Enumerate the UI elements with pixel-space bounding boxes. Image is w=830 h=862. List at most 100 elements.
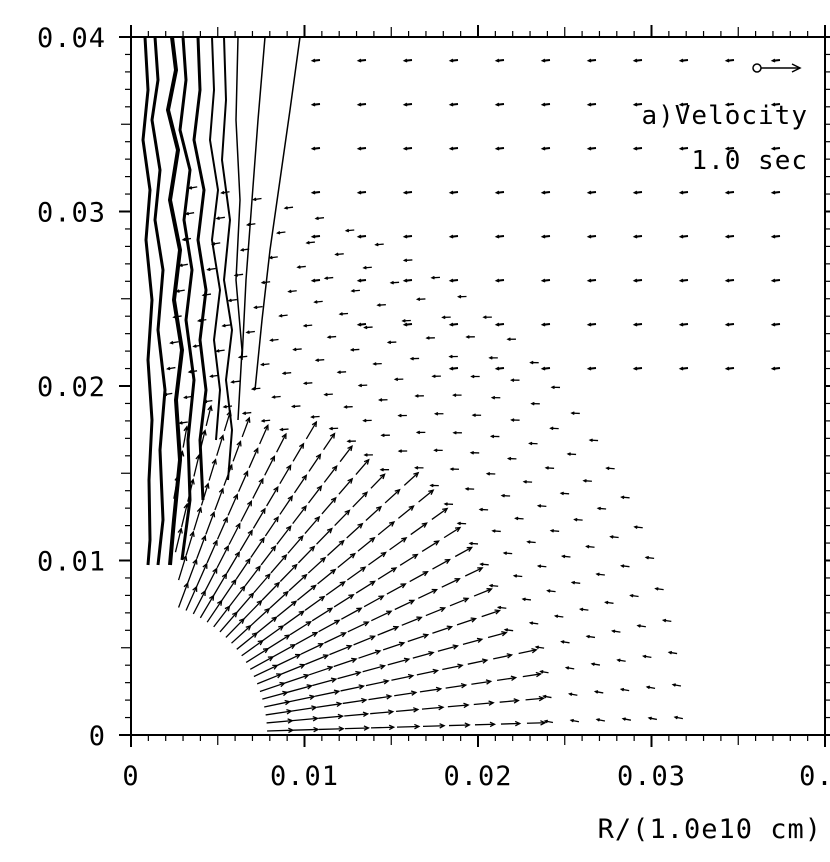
velocity-arrowhead <box>464 487 469 491</box>
velocity-arrow <box>525 697 544 701</box>
velocity-arrowhead <box>348 594 355 600</box>
velocity-arrowhead <box>724 366 730 371</box>
velocity-arrowhead <box>432 668 440 675</box>
velocity-arrowhead <box>251 632 258 638</box>
velocity-arrow <box>329 645 352 656</box>
velocity-arrowhead <box>385 694 393 700</box>
velocity-arrowhead <box>641 654 647 659</box>
velocity-arrowhead <box>241 411 247 415</box>
velocity-arrowhead <box>616 658 621 663</box>
velocity-arrowhead <box>448 234 454 239</box>
velocity-arrowhead <box>538 695 546 702</box>
velocity-arrowhead <box>270 545 277 552</box>
velocity-arrow <box>341 607 362 620</box>
velocity-arrowhead <box>522 480 527 484</box>
velocity-arrowhead <box>349 347 355 352</box>
y-tick-label: 0.01 <box>37 547 106 578</box>
velocity-arrowhead <box>334 252 339 257</box>
velocity-arrow <box>269 591 289 609</box>
velocity-arrowhead <box>337 713 345 720</box>
velocity-arrowhead <box>460 682 468 689</box>
velocity-arrowhead <box>588 438 593 443</box>
velocity-arrowhead <box>356 607 363 613</box>
velocity-arrowhead <box>619 687 625 692</box>
velocity-arrow <box>293 475 307 494</box>
velocity-arrowhead <box>402 146 408 151</box>
velocity-arrow <box>256 673 282 685</box>
velocity-arrowhead <box>310 58 316 63</box>
velocity-arrow <box>418 489 434 503</box>
velocity-arrowhead <box>260 280 266 285</box>
velocity-arrow <box>462 638 483 646</box>
velocity-arrowhead <box>227 298 232 303</box>
velocity-arrowhead <box>326 335 331 339</box>
velocity-arrowhead <box>632 58 638 63</box>
y-tick-label: 0.03 <box>37 198 106 229</box>
velocity-arrowhead <box>315 453 322 460</box>
velocity-arrowhead <box>457 294 462 299</box>
velocity-arrowhead <box>336 370 341 374</box>
velocity-arrowhead <box>413 707 420 713</box>
velocity-arrow <box>253 664 278 678</box>
velocity-arrowhead <box>309 694 316 701</box>
velocity-arrowhead <box>183 425 189 432</box>
velocity-arrowhead <box>514 516 519 521</box>
velocity-arrow <box>250 537 265 558</box>
velocity-arrowhead <box>573 517 578 522</box>
axis-jet-streaks <box>141 36 301 566</box>
reference-vector <box>752 63 802 73</box>
velocity-arrowhead <box>231 611 238 618</box>
velocity-arrowhead <box>448 102 454 107</box>
velocity-arrowhead <box>361 697 368 704</box>
velocity-arrow <box>353 635 375 646</box>
velocity-arrowhead <box>340 632 347 638</box>
velocity-arrowhead <box>428 650 435 657</box>
velocity-arrowhead <box>470 374 475 379</box>
velocity-arrowhead <box>234 550 240 558</box>
velocity-arrow <box>370 711 393 715</box>
velocity-arrow <box>227 494 238 516</box>
velocity-arrowhead <box>383 679 390 685</box>
velocity-arrow <box>357 537 375 552</box>
velocity-arrow <box>355 580 376 594</box>
velocity-arrowhead <box>568 692 573 697</box>
velocity-arrow <box>264 701 290 708</box>
velocity-arrowhead <box>549 529 555 533</box>
velocity-arrowhead <box>433 448 438 453</box>
velocity-arrowhead <box>221 323 226 328</box>
velocity-arrowhead <box>540 102 546 107</box>
velocity-arrowhead <box>479 562 484 567</box>
velocity-arrow <box>262 691 288 700</box>
velocity-arrowhead <box>336 701 343 708</box>
velocity-arrowhead <box>374 649 382 655</box>
velocity-arrowhead <box>513 698 520 704</box>
velocity-arrowhead <box>531 647 538 654</box>
velocity-arrowhead <box>363 325 368 330</box>
velocity-arrowhead <box>441 315 446 320</box>
velocity-arrow <box>443 527 461 539</box>
velocity-arrow <box>281 664 305 675</box>
plot-frame <box>130 36 826 736</box>
velocity-arrowhead <box>311 705 318 711</box>
x-tick-label: 0.01 <box>270 761 339 792</box>
velocity-arrowhead <box>506 653 514 659</box>
velocity-arrowhead <box>209 374 214 378</box>
velocity-arrowhead <box>287 718 294 724</box>
velocity-arrowhead <box>239 248 245 252</box>
velocity-arrowhead <box>446 625 454 631</box>
velocity-arrowhead <box>494 146 500 151</box>
velocity-arrow <box>499 699 519 703</box>
velocity-arrowhead <box>570 580 576 585</box>
velocity-arrowhead <box>582 479 587 483</box>
velocity-arrowhead <box>356 190 362 195</box>
velocity-arrowhead <box>330 496 337 503</box>
velocity-arrow <box>297 546 315 564</box>
velocity-arrow <box>377 567 397 580</box>
velocity-arrowhead <box>397 413 402 418</box>
velocity-arrow <box>177 555 187 581</box>
velocity-arrowhead <box>222 404 227 409</box>
velocity-arrowhead <box>316 485 323 492</box>
velocity-arrowhead <box>281 432 287 440</box>
velocity-arrowhead <box>569 718 574 723</box>
velocity-arrowhead <box>770 146 776 151</box>
